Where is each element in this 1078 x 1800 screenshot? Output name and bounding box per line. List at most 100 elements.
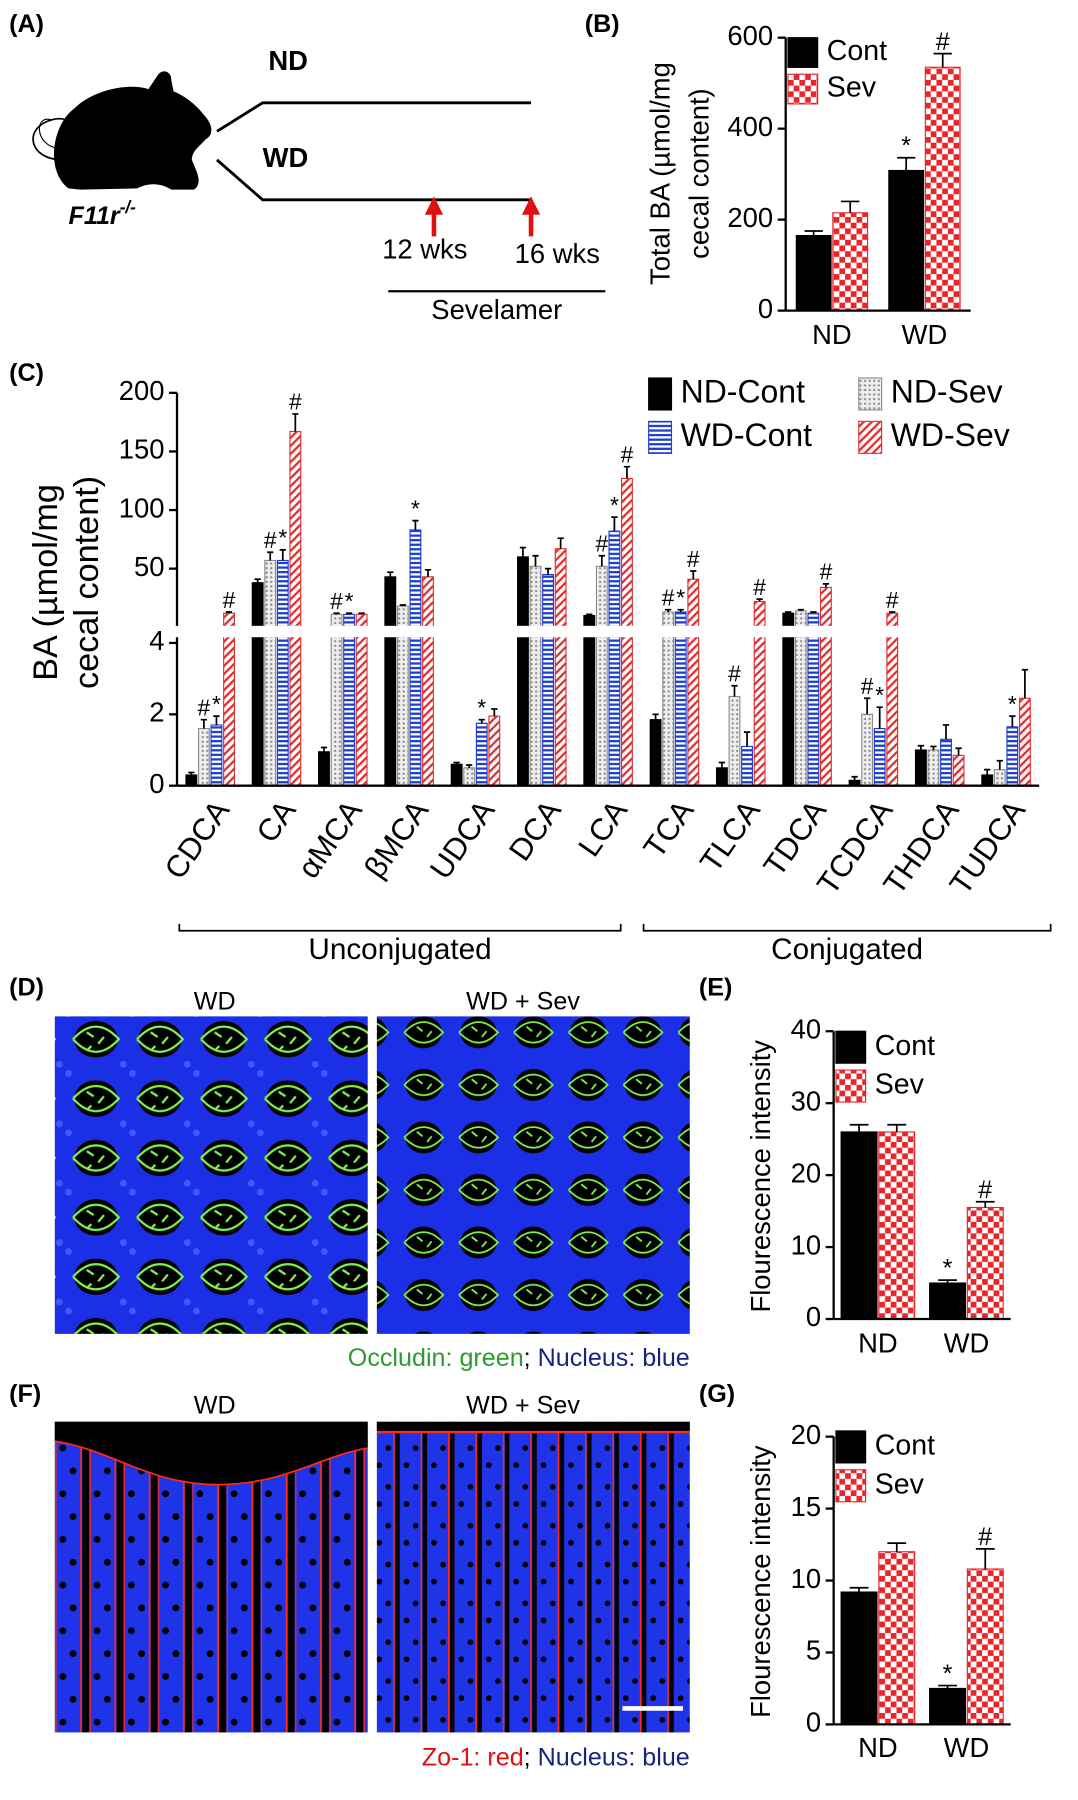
bar	[355, 613, 368, 787]
error-bar	[841, 200, 860, 213]
panel-label: (G)	[699, 1380, 735, 1408]
mouse-icon	[32, 71, 212, 190]
error-bar	[975, 1548, 995, 1570]
legend-label: Sev	[875, 1468, 925, 1500]
strain-name: F11r	[69, 202, 121, 230]
y-tick-label: 40	[791, 1013, 821, 1044]
error-bar	[938, 1684, 957, 1689]
bar	[929, 1282, 967, 1320]
error-bar	[292, 413, 299, 432]
error-bar	[333, 612, 340, 615]
bar	[517, 556, 529, 787]
y-tick-label: 20	[791, 1157, 821, 1188]
y-tick-label: 600	[727, 20, 773, 51]
x-tick-label: CDCA	[158, 793, 237, 885]
axis-break	[163, 625, 1042, 638]
panel-label: (A)	[9, 10, 44, 38]
error-bar	[213, 715, 220, 726]
bar	[488, 715, 501, 787]
significance-mark: #	[198, 694, 211, 720]
micrograph-title: WD + Sev	[466, 1392, 580, 1420]
error-bar	[254, 578, 261, 583]
error-bar	[876, 706, 883, 729]
figure-body: (A) (B) (C) (D) (E) (F) (G) F11r-/- ND W…	[9, 10, 1052, 1771]
micrograph-title: WD	[194, 987, 236, 1015]
legend-label: WD-Cont	[681, 417, 813, 453]
error-bar	[849, 1123, 869, 1132]
x-tick-label: βMCA	[357, 793, 435, 884]
caption-part: Occludin: green	[348, 1344, 524, 1372]
x-tick-label: TCA	[637, 793, 701, 864]
bar	[873, 728, 886, 787]
x-tick-label: WD	[902, 319, 948, 350]
diet-label: WD	[263, 142, 309, 173]
bar	[422, 576, 434, 787]
caption-part: Nucleus: blue	[538, 1344, 690, 1372]
bar	[595, 565, 608, 787]
error-bar	[478, 718, 485, 724]
legend-label: Cont	[875, 1030, 935, 1062]
panel-label: (E)	[699, 974, 732, 1002]
significance-mark: #	[595, 531, 608, 557]
caption-part: Zo-1: red	[422, 1743, 524, 1771]
bar	[819, 586, 832, 787]
error-bar	[652, 713, 659, 720]
bar	[929, 1687, 967, 1725]
error-bar	[887, 1542, 907, 1552]
significance-mark: #	[662, 584, 675, 610]
y-tick-label: 5	[806, 1635, 821, 1666]
bar	[475, 722, 488, 787]
bar	[674, 611, 687, 787]
significance-mark: *	[943, 1660, 953, 1688]
y-tick-label: 2	[149, 697, 164, 728]
bar	[409, 529, 422, 787]
error-bar	[267, 551, 274, 561]
significance-mark: *	[477, 694, 486, 720]
y-tick-label: 10	[791, 1229, 821, 1260]
significance-mark: *	[278, 525, 287, 551]
x-tick-label: αMCA	[291, 793, 369, 884]
bar	[529, 565, 542, 787]
error-bar	[544, 567, 552, 575]
x-tick-label: TLCA	[693, 793, 767, 878]
legend-label: ND-Sev	[891, 373, 1003, 409]
error-bar	[851, 775, 858, 781]
legend-swatch	[835, 1030, 867, 1064]
bar	[861, 713, 874, 787]
bar	[966, 1568, 1004, 1725]
bar	[542, 573, 555, 787]
error-bar	[399, 604, 407, 607]
bar	[330, 613, 343, 787]
significance-mark: #	[886, 587, 899, 613]
error-bar	[519, 546, 527, 557]
y-tick-label: 15	[791, 1491, 821, 1522]
bar	[952, 754, 965, 787]
bar	[251, 582, 264, 787]
error-bar	[358, 612, 365, 615]
significance-mark: *	[411, 495, 420, 521]
x-tick-label: CA	[249, 793, 302, 849]
error-bar	[188, 771, 195, 775]
y-axis-label: Total BA (µmol/mg	[645, 62, 676, 285]
legend-label: Cont	[875, 1429, 935, 1461]
micrograph-caption: Zo-1: red; Nucleus: blue	[422, 1743, 690, 1771]
y-tick-label: 0	[806, 1707, 821, 1738]
error-bar	[863, 697, 871, 715]
group-label: Unconjugated	[308, 933, 491, 966]
micrograph	[376, 1421, 690, 1733]
legend-swatch	[648, 420, 673, 454]
legend-swatch	[648, 377, 673, 411]
error-bar	[887, 1123, 907, 1132]
bar	[276, 559, 289, 787]
error-bar	[279, 549, 286, 561]
error-bar	[453, 761, 460, 765]
error-bar	[897, 156, 916, 171]
micrograph-caption: Occludin: green; Nucleus: blue	[348, 1344, 690, 1372]
bar	[832, 212, 869, 312]
bar	[608, 530, 621, 787]
y-tick-label: 30	[791, 1085, 821, 1116]
error-bar	[611, 516, 618, 532]
micrograph	[54, 1016, 368, 1334]
error-bar	[917, 744, 925, 751]
bar	[914, 749, 927, 787]
